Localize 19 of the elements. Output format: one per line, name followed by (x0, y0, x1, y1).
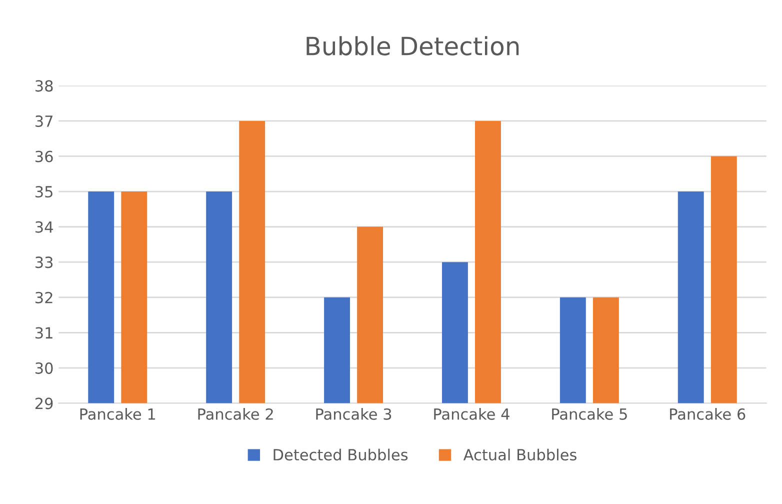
x-tick-label: Pancake 6 (670, 408, 746, 420)
y-tick-label: 37 (36, 115, 52, 127)
y-tick-label: 31 (36, 327, 52, 339)
y-tick-label: 30 (36, 362, 53, 374)
y-tick-label: 36 (36, 150, 53, 162)
y-tick-label: 29 (35, 398, 53, 410)
legend-label: Actual Bubbles (463, 448, 576, 461)
x-tick-label: Pancake 3 (316, 408, 392, 420)
y-tick-label: 38 (36, 80, 53, 92)
y-tick-label: 33 (36, 256, 53, 268)
x-tick-label: Pancake 4 (434, 408, 510, 420)
chart-title: Bubble Detection (306, 36, 519, 56)
x-tick-label: Pancake 1 (80, 408, 156, 420)
legend-label: Detected Bubbles (274, 448, 408, 461)
y-tick-label: 34 (36, 221, 53, 233)
x-tick-label: Pancake 5 (552, 408, 627, 420)
y-tick-label: 32 (36, 292, 52, 304)
y-tick-label: 35 (36, 186, 52, 198)
x-tick-label: Pancake 2 (198, 408, 273, 420)
